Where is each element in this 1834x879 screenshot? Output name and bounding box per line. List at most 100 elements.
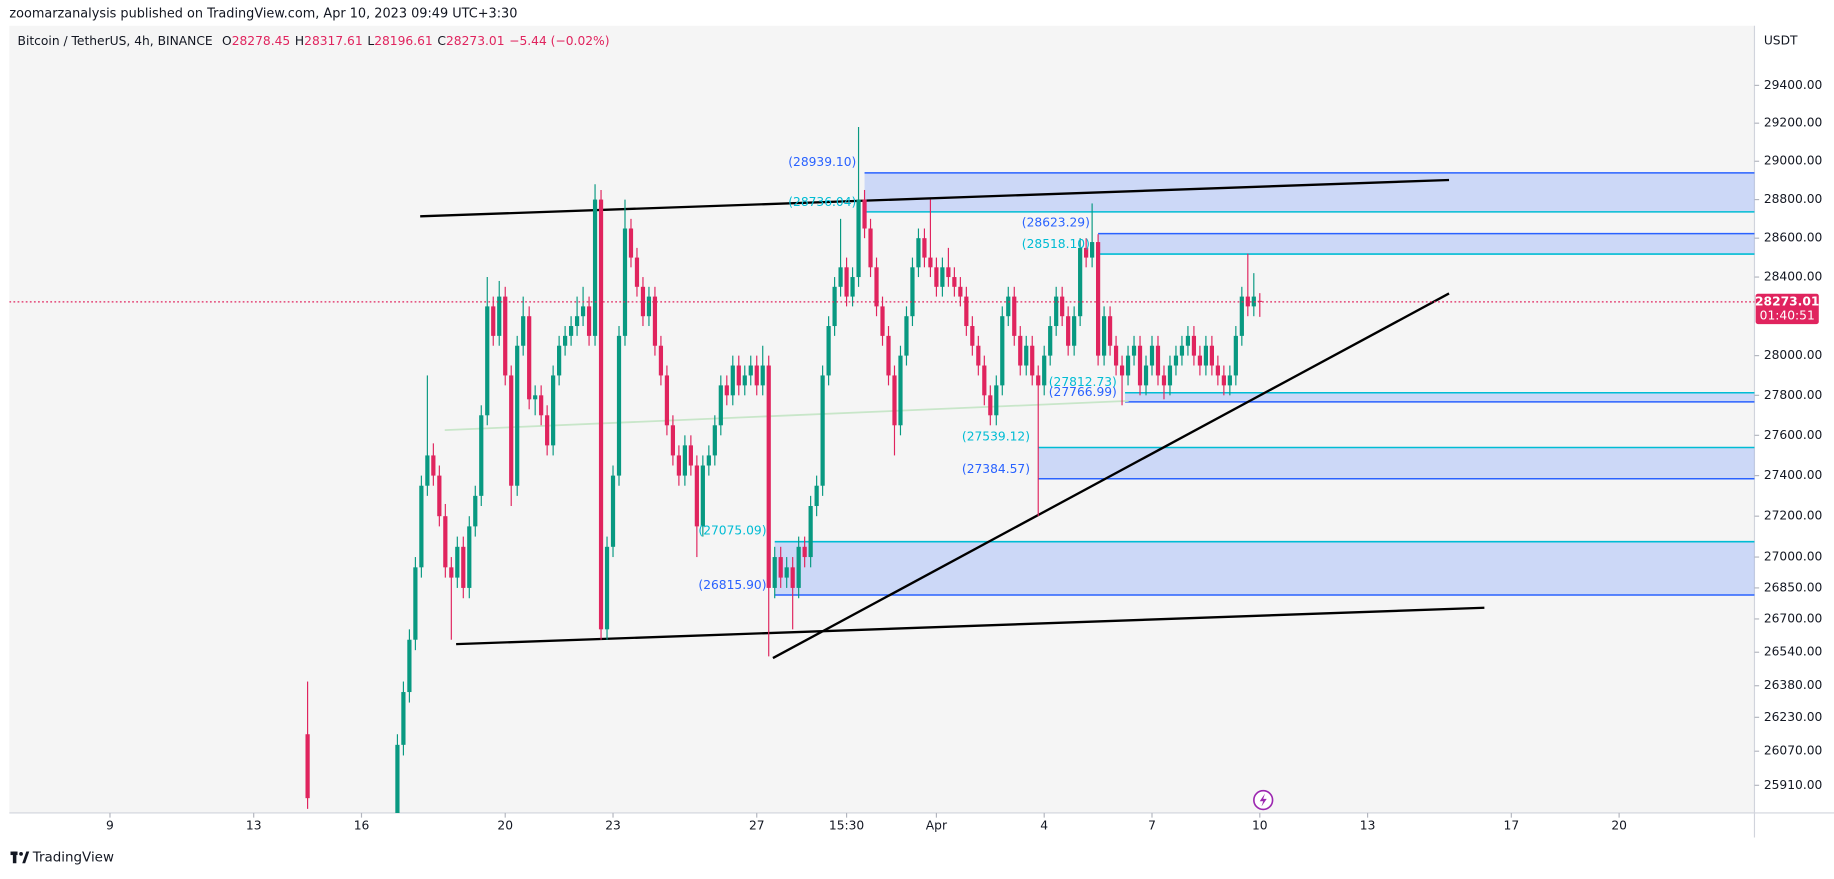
candle-body bbox=[425, 455, 430, 486]
candle-body bbox=[1251, 296, 1256, 307]
ohlc-label: H bbox=[295, 33, 304, 47]
candle-body bbox=[802, 546, 807, 558]
candle-body bbox=[1167, 365, 1173, 386]
candle-body bbox=[718, 385, 723, 426]
candle-body bbox=[670, 425, 676, 456]
trend-line bbox=[420, 178, 1450, 218]
x-tick-label: 20 bbox=[497, 818, 513, 832]
candle-body bbox=[796, 546, 801, 588]
candle-body bbox=[1179, 345, 1185, 356]
candle-body bbox=[1209, 345, 1214, 366]
candle-body bbox=[1107, 316, 1113, 346]
candle-body bbox=[616, 335, 622, 476]
x-tick-label: 9 bbox=[106, 818, 114, 832]
zone-label: (28623.29) bbox=[1022, 216, 1090, 230]
candle-body bbox=[862, 199, 867, 229]
y-tick-label: 26380.00 bbox=[1764, 678, 1823, 692]
candle-body bbox=[1060, 296, 1065, 317]
ohlc-value: 28278.45 bbox=[232, 33, 291, 47]
candle-body bbox=[964, 296, 969, 327]
brand: TradingView bbox=[32, 850, 114, 865]
zone bbox=[1125, 392, 1755, 402]
y-tick-label: 27800.00 bbox=[1764, 388, 1823, 402]
candle-body bbox=[545, 415, 550, 446]
candle-body bbox=[778, 557, 783, 578]
zone-label: (27766.99) bbox=[1049, 385, 1117, 399]
candle-body bbox=[473, 495, 478, 527]
candle-body bbox=[419, 485, 424, 568]
candle-body bbox=[598, 199, 604, 630]
candle-body bbox=[628, 228, 634, 258]
candle-body bbox=[928, 257, 933, 268]
candle-body bbox=[1245, 296, 1250, 307]
candle-body bbox=[1066, 316, 1071, 346]
change: −5.44 (−0.02%) bbox=[509, 33, 609, 47]
candle-body bbox=[1090, 242, 1095, 258]
y-tick-label: 26850.00 bbox=[1764, 580, 1823, 594]
candle-body bbox=[814, 485, 819, 507]
zone bbox=[1038, 447, 1755, 479]
y-tick-label: 27400.00 bbox=[1764, 468, 1823, 482]
candle-body bbox=[1006, 296, 1011, 317]
candle-body bbox=[976, 345, 981, 366]
candle-body bbox=[1012, 296, 1017, 336]
candle-body bbox=[790, 567, 795, 588]
x-tick-label: 17 bbox=[1504, 818, 1520, 832]
candle-body bbox=[1143, 365, 1149, 386]
candle-body bbox=[1036, 375, 1041, 386]
candle-body bbox=[940, 267, 945, 287]
candle-body bbox=[551, 375, 556, 446]
price-label-box bbox=[1755, 293, 1819, 325]
candle-body bbox=[485, 306, 490, 416]
candle-body bbox=[826, 326, 831, 376]
candle-body bbox=[904, 316, 909, 356]
candle-body bbox=[700, 465, 705, 527]
candle-body bbox=[1084, 247, 1089, 258]
candle-body bbox=[455, 546, 460, 578]
y-tick-label: 27600.00 bbox=[1764, 428, 1823, 442]
zone-label: (26815.90) bbox=[698, 578, 766, 592]
y-tick-label: 29200.00 bbox=[1764, 116, 1823, 130]
y-axis-label: USDT bbox=[1764, 33, 1798, 47]
candle-body bbox=[604, 546, 610, 630]
candle-body bbox=[844, 267, 849, 297]
candle-body bbox=[568, 326, 574, 336]
y-tick-label: 26070.00 bbox=[1764, 744, 1823, 758]
candle-body bbox=[640, 286, 646, 317]
candle-body bbox=[515, 345, 520, 486]
candle-body bbox=[395, 744, 400, 813]
candle-body bbox=[766, 365, 771, 588]
candle-body bbox=[982, 365, 987, 396]
ohlc-label: L bbox=[367, 33, 374, 47]
ohlc-label: C bbox=[437, 33, 446, 47]
candle-body bbox=[988, 395, 993, 416]
candle-body bbox=[622, 228, 628, 336]
candle-body bbox=[1185, 335, 1191, 346]
x-tick-label: 20 bbox=[1611, 818, 1627, 832]
x-tick-label: 15:30 bbox=[829, 818, 864, 832]
x-tick-label: 13 bbox=[246, 818, 262, 832]
candle-body bbox=[664, 375, 670, 426]
candle-body bbox=[1131, 345, 1137, 356]
candle-body bbox=[952, 277, 957, 287]
candle-body bbox=[461, 546, 466, 588]
candle-body bbox=[850, 277, 855, 297]
candle-body bbox=[646, 296, 652, 317]
ohlc-label: O bbox=[222, 33, 232, 47]
zone bbox=[774, 541, 1755, 595]
tradingview-logo bbox=[10, 851, 30, 864]
candle-body bbox=[874, 267, 879, 307]
candle-body bbox=[868, 228, 873, 268]
candle-body bbox=[305, 734, 310, 799]
candle-body bbox=[509, 375, 514, 486]
candle-body bbox=[431, 455, 436, 476]
x-tick-label: 10 bbox=[1252, 818, 1268, 832]
candle-body bbox=[748, 365, 753, 376]
ohlc-value: 28273.01 bbox=[446, 33, 505, 47]
x-tick-label: 16 bbox=[354, 818, 370, 832]
candle-body bbox=[934, 267, 939, 287]
candle-body bbox=[658, 345, 664, 376]
y-tick-label: 27000.00 bbox=[1764, 550, 1823, 564]
candle-body bbox=[479, 415, 484, 496]
